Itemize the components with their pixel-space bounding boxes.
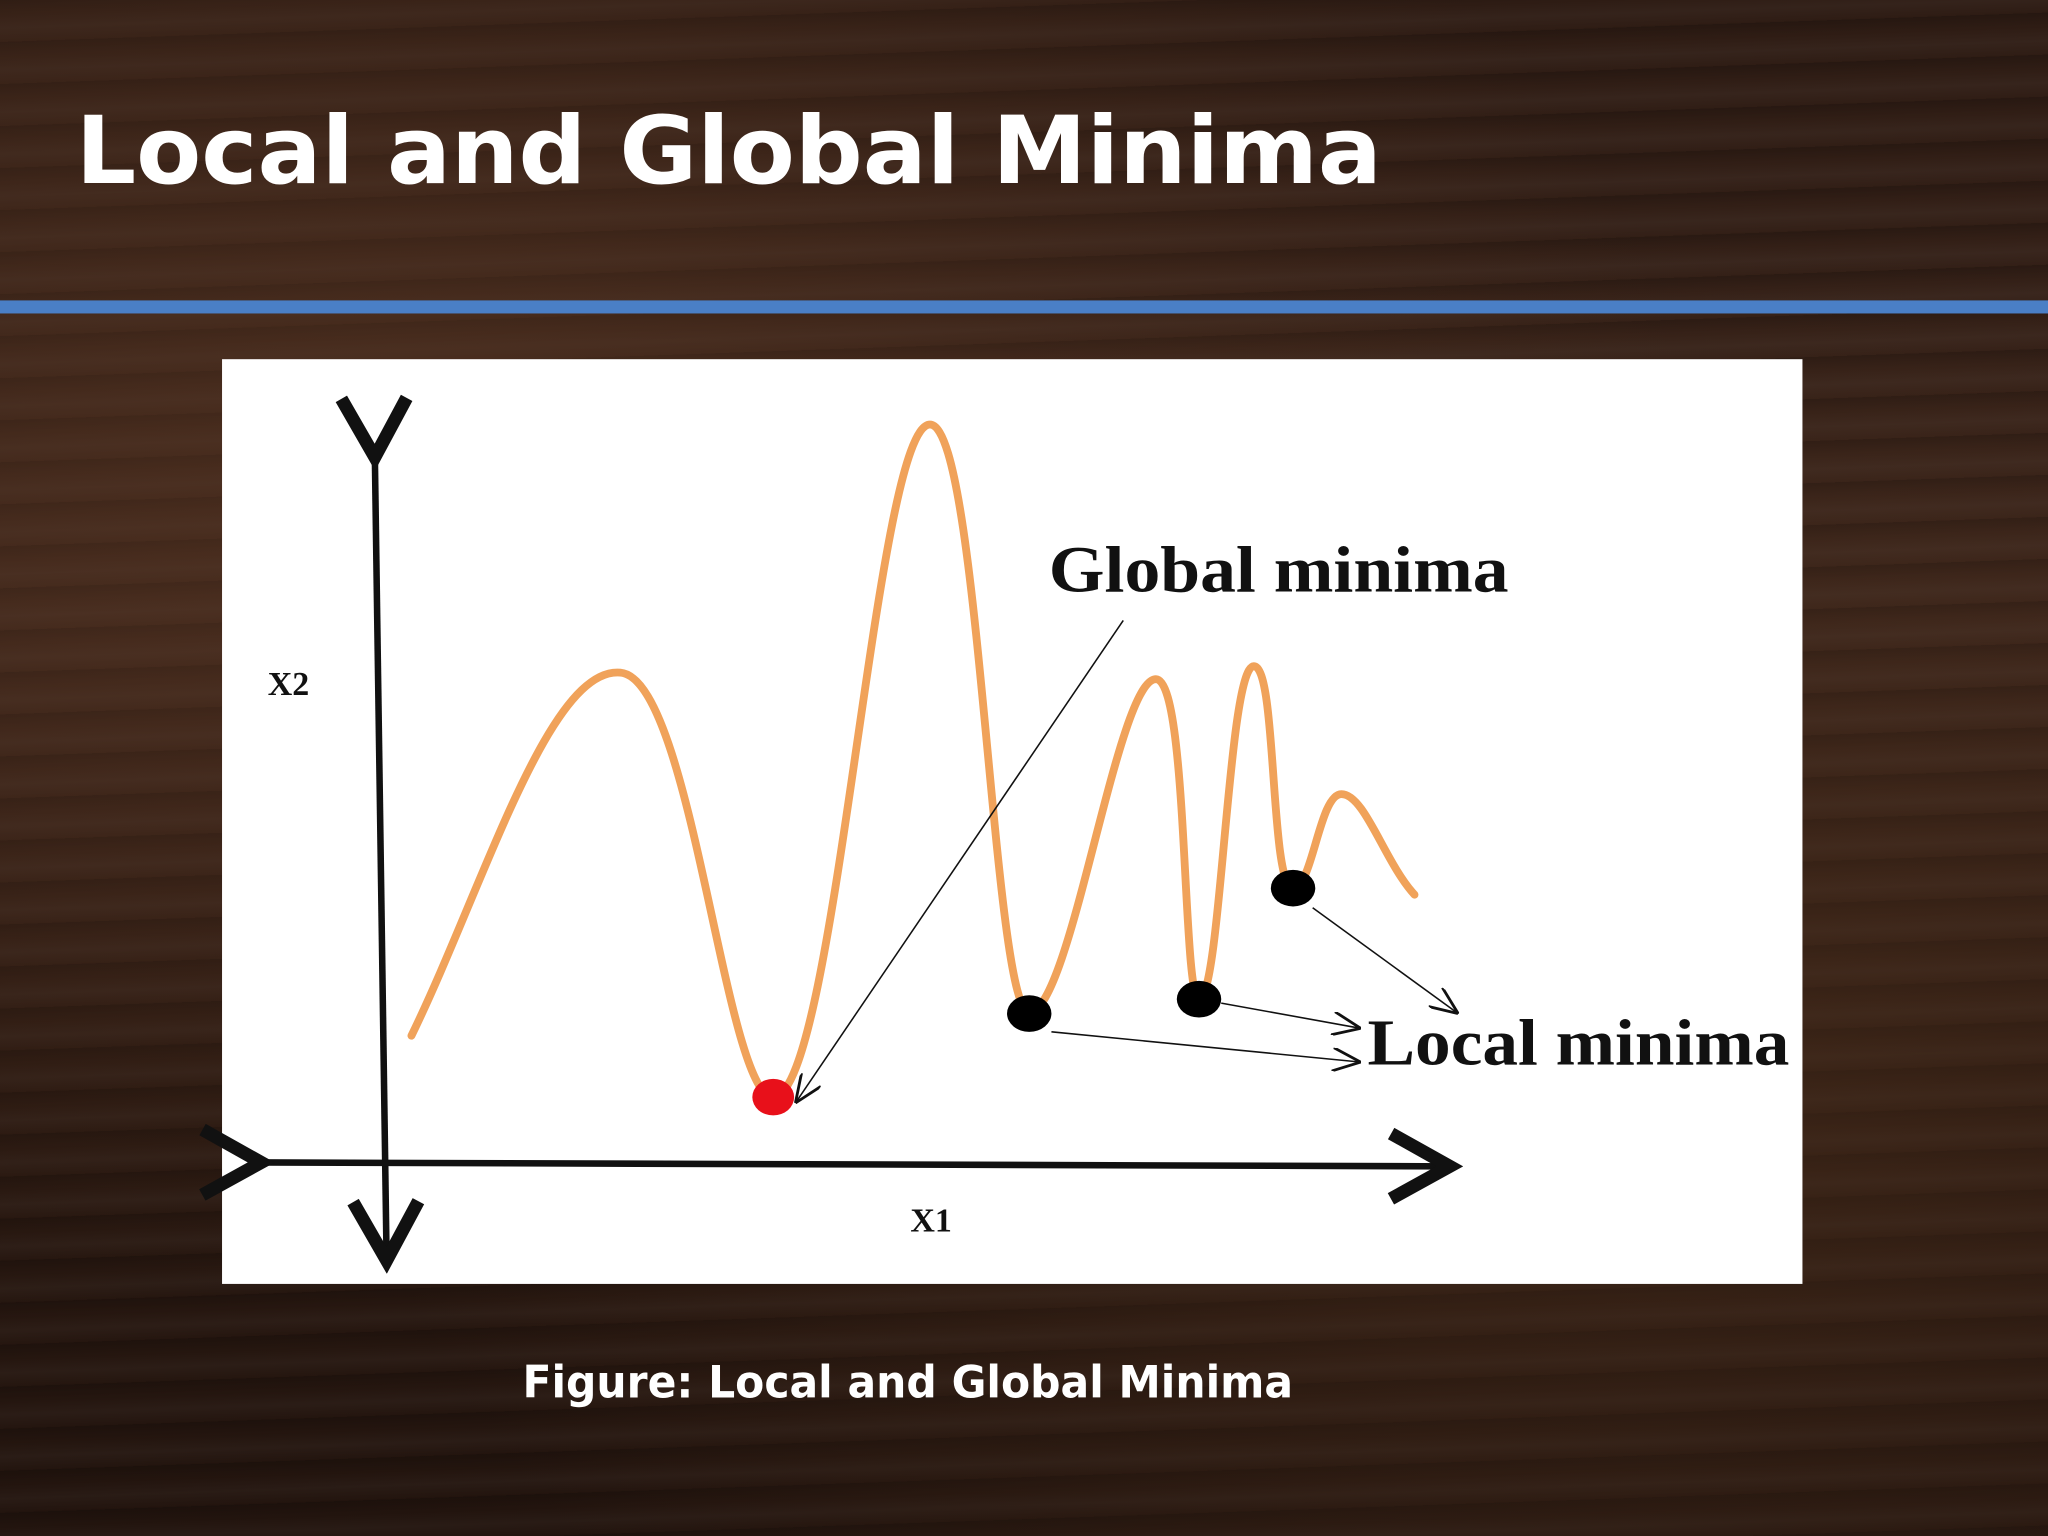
local-arrow: [1312, 907, 1457, 1012]
title-rule: [0, 300, 2048, 314]
x-axis: [261, 1162, 1450, 1166]
figure-caption: Figure: Local and Global Minima: [522, 1358, 1293, 1409]
global-minimum-dot: [752, 1078, 795, 1116]
local-arrow: [1051, 1031, 1358, 1062]
slide-title: Local and Global Minima: [76, 97, 1382, 206]
global-label: Global minima: [1049, 535, 1509, 607]
local-label: Local minima: [1368, 1007, 1790, 1079]
global-arrow: [797, 619, 1124, 1101]
x-axis-label: X1: [910, 1203, 951, 1240]
local-minimum-dot: [1176, 980, 1222, 1018]
local-arrow: [1221, 1002, 1358, 1028]
figure-panel: [222, 359, 1803, 1284]
y-axis-label: X2: [268, 666, 309, 703]
local-minimum-dot: [1270, 869, 1316, 907]
local-minimum-dot: [1007, 995, 1052, 1032]
